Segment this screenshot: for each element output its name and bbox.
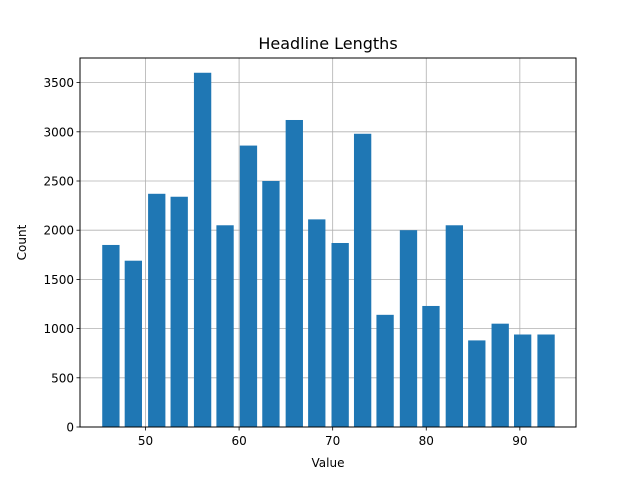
x-tick-label: 60 [231, 434, 246, 448]
y-tick-label: 0 [66, 421, 74, 435]
bar [445, 225, 463, 427]
y-tick-label: 1000 [43, 322, 74, 336]
x-axis-label: Value [312, 456, 345, 470]
bar [124, 260, 142, 427]
x-tick-label: 80 [419, 434, 434, 448]
bar [537, 334, 555, 427]
axes-frame [79, 57, 577, 428]
bar [148, 193, 166, 427]
bar [376, 314, 394, 427]
bar [399, 230, 418, 427]
x-tick-label: 70 [325, 434, 340, 448]
bar [422, 305, 440, 427]
bars [102, 72, 555, 428]
bar [353, 133, 372, 427]
x-axis-ticks: 50 60 70 80 90 [138, 427, 527, 448]
bar [308, 219, 326, 427]
bar [262, 181, 280, 427]
plot-area: 50 60 70 80 90 0 500 1000 1500 2000 2500 3000 3500 [43, 57, 577, 448]
y-tick-label: 3500 [43, 76, 74, 90]
bar [216, 225, 234, 427]
x-tick-label: 90 [512, 434, 527, 448]
bar [193, 72, 212, 427]
y-tick-label: 2000 [43, 224, 74, 238]
bar [491, 323, 509, 427]
bar [331, 242, 349, 427]
y-axis-ticks: 0 500 1000 1500 2000 2500 3000 3500 [43, 76, 80, 435]
bar [102, 244, 120, 427]
bar [239, 145, 258, 428]
x-tick-label: 50 [138, 434, 153, 448]
bar [170, 196, 188, 427]
chart-title: Headline Lengths [258, 34, 397, 53]
y-tick-label: 3000 [43, 125, 74, 139]
y-tick-label: 2500 [43, 175, 74, 189]
bar [468, 340, 486, 427]
y-tick-label: 1500 [43, 273, 74, 287]
y-axis-label: Count [15, 224, 29, 260]
bar [285, 119, 303, 427]
y-tick-label: 500 [51, 371, 74, 385]
bar [514, 334, 532, 427]
